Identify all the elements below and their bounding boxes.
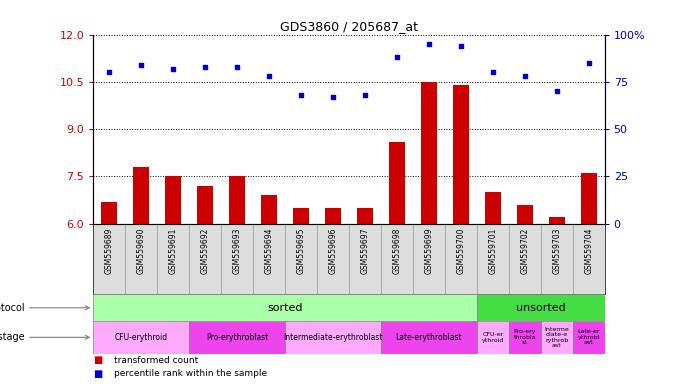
Bar (285, 321, 381, 354)
Bar (453, 85, 468, 223)
Text: GSM559700: GSM559700 (456, 227, 465, 274)
Bar (293, 208, 309, 223)
Point (104, 69, 115, 75)
Point (424, 41, 435, 47)
Point (551, 88, 562, 94)
Text: development stage: development stage (0, 332, 89, 342)
Bar (357, 208, 373, 223)
Text: GSM559698: GSM559698 (392, 227, 401, 273)
Text: Late-erythroblast: Late-erythroblast (395, 333, 462, 342)
Text: CFU-erythroid: CFU-erythroid (115, 333, 168, 342)
Point (231, 64, 243, 70)
Bar (261, 195, 277, 223)
Point (135, 62, 146, 68)
Bar (509, 321, 540, 354)
Point (328, 94, 339, 100)
Text: GSM559690: GSM559690 (137, 227, 146, 274)
Bar (325, 208, 341, 223)
Text: GSM559701: GSM559701 (489, 227, 498, 273)
Bar (580, 173, 596, 223)
Text: ■: ■ (93, 355, 102, 365)
Text: protocol: protocol (0, 303, 89, 313)
Point (263, 73, 274, 79)
Bar (540, 321, 573, 354)
Text: GSM559697: GSM559697 (361, 227, 370, 274)
Bar (189, 321, 285, 354)
Text: percentile rank within the sample: percentile rank within the sample (114, 369, 267, 378)
Point (359, 92, 370, 98)
Bar (381, 321, 477, 354)
Bar (165, 176, 181, 223)
Point (200, 64, 211, 70)
Bar (573, 321, 605, 354)
Text: Late-er
ythrobl
ast: Late-er ythrobl ast (578, 329, 600, 345)
Text: GSM559704: GSM559704 (584, 227, 593, 274)
Text: transformed count: transformed count (114, 356, 198, 365)
Text: GSM559692: GSM559692 (200, 227, 209, 273)
Text: GSM559694: GSM559694 (265, 227, 274, 274)
Bar (477, 321, 509, 354)
Text: GSM559689: GSM559689 (105, 227, 114, 273)
Bar (517, 205, 533, 223)
Text: Interme
diate-e
rythrob
ast: Interme diate-e rythrob ast (545, 327, 569, 348)
Text: GSM559699: GSM559699 (424, 227, 433, 274)
Text: GSM559696: GSM559696 (328, 227, 337, 274)
Point (296, 92, 307, 98)
Text: ■: ■ (93, 369, 102, 379)
Text: GSM559691: GSM559691 (169, 227, 178, 273)
Text: GSM559702: GSM559702 (520, 227, 529, 273)
Point (391, 54, 402, 60)
Bar (477, 295, 605, 321)
Point (455, 43, 466, 49)
Text: Intermediate-erythroblast: Intermediate-erythroblast (283, 333, 383, 342)
Text: GSM559703: GSM559703 (552, 227, 561, 274)
Bar (133, 167, 149, 223)
Text: Pro-ery
throbla
st: Pro-ery throbla st (513, 329, 536, 345)
Text: GSM559695: GSM559695 (296, 227, 305, 274)
Bar (102, 202, 117, 223)
Bar (421, 82, 437, 223)
Bar (485, 192, 501, 223)
Bar (197, 186, 213, 223)
Text: sorted: sorted (267, 303, 303, 313)
Text: CFU-er
ythroid: CFU-er ythroid (482, 332, 504, 343)
Bar (389, 142, 405, 223)
Title: GDS3860 / 205687_at: GDS3860 / 205687_at (280, 20, 418, 33)
Text: GSM559693: GSM559693 (233, 227, 242, 274)
Bar (229, 176, 245, 223)
Point (168, 66, 179, 72)
Bar (93, 295, 477, 321)
Text: unsorted: unsorted (516, 303, 565, 313)
Bar (549, 217, 565, 223)
Bar (93, 321, 189, 354)
Point (487, 69, 498, 75)
Text: Pro-erythroblast: Pro-erythroblast (206, 333, 268, 342)
Point (583, 60, 594, 66)
Point (519, 73, 530, 79)
